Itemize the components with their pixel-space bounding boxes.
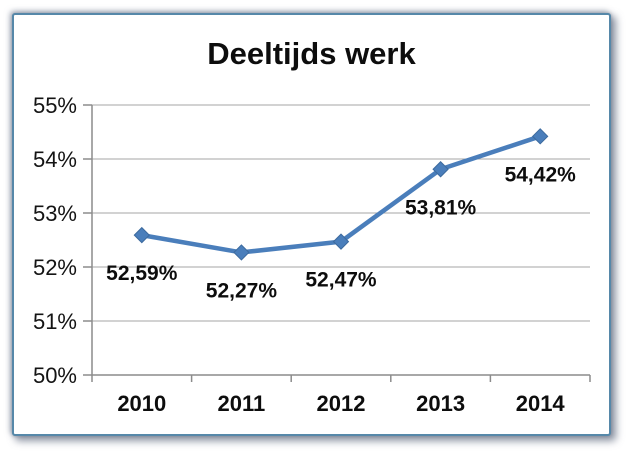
y-axis-label: 55% xyxy=(33,93,77,118)
data-label-2012: 52,47% xyxy=(305,269,377,292)
x-axis-label-2014: 2014 xyxy=(516,391,566,416)
y-axis-label: 50% xyxy=(33,363,77,388)
data-point-2012 xyxy=(332,233,350,250)
y-axis-label: 51% xyxy=(33,309,77,334)
data-label-2014: 54,42% xyxy=(505,163,577,186)
x-axis-label-2011: 2011 xyxy=(218,391,266,416)
data-label-2013: 53,81% xyxy=(405,196,477,219)
data-label-2011: 52,27% xyxy=(206,279,278,302)
data-point-2013 xyxy=(432,161,449,178)
data-point-2011 xyxy=(233,244,250,261)
data-label-2010: 52,59% xyxy=(106,262,178,285)
data-point-2014 xyxy=(531,128,549,145)
x-axis-label-2010: 2010 xyxy=(117,391,166,416)
chart-frame xyxy=(12,13,611,436)
y-axis-label: 54% xyxy=(33,147,77,172)
y-axis-label: 53% xyxy=(33,201,77,226)
data-point-2010 xyxy=(133,226,151,244)
x-axis-label-2013: 2013 xyxy=(416,391,465,416)
y-axis-label: 52% xyxy=(33,255,77,280)
chart-title: Deeltijds werk xyxy=(207,36,416,71)
x-axis-label-2012: 2012 xyxy=(317,391,366,416)
